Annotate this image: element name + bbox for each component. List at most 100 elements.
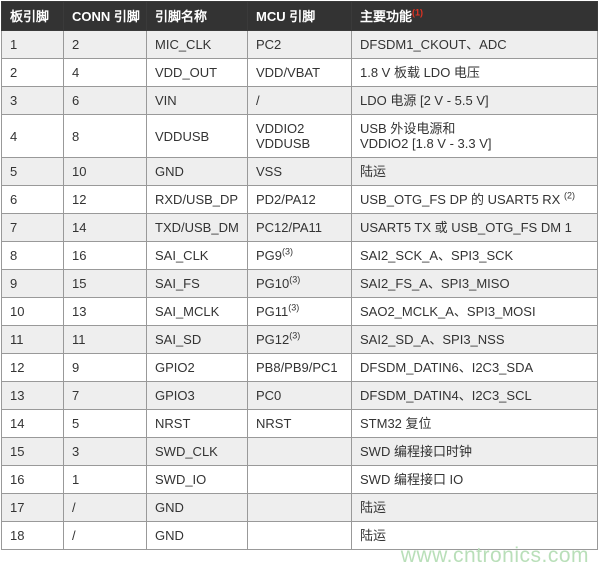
- mcu-pin-cell-text: PB8/PB9/PC1: [256, 360, 338, 375]
- pin-name-cell-text: GPIO2: [155, 360, 195, 375]
- board-pin-cell: 9: [1, 269, 64, 298]
- function-cell: SAI2_SCK_A、SPI3_SCK: [351, 241, 598, 270]
- conn-pin-cell: 10: [63, 157, 147, 186]
- conn-pin-cell: 2: [63, 30, 147, 59]
- pin-name-cell-text: SAI_SD: [155, 332, 202, 347]
- board-pin-cell: 3: [1, 86, 64, 115]
- conn-pin-cell-text: 2: [72, 37, 80, 52]
- board-pin-cell: 7: [1, 213, 64, 242]
- pin-name-cell: TXD/USB_DM: [146, 213, 248, 242]
- table-row: 6 12 RXD/USB_DP PD2/PA12 USB_OTG_FS DP 的 USA…: [1, 185, 598, 214]
- pin-name-cell-text: SAI_MCLK: [155, 304, 220, 319]
- mcu-pin-cell: VDD/VBAT: [247, 58, 352, 87]
- pin-name-cell-text: NRST: [155, 416, 191, 431]
- pin-name-cell: MIC_CLK: [146, 30, 248, 59]
- function-cell: DFSDM_DATIN6、I2C3_SDA: [351, 353, 598, 382]
- pin-name-cell-text: VIN: [155, 93, 177, 108]
- conn-pin-cell: 11: [63, 325, 147, 354]
- table-row: 18 / GND 陆运: [1, 521, 598, 550]
- function-cell-text: DFSDM_DATIN4、I2C3_SCL: [360, 388, 532, 403]
- board-pin-cell: 5: [1, 157, 64, 186]
- conn-pin-cell: 8: [63, 114, 147, 158]
- footnote-marker: (2): [563, 190, 575, 201]
- pin-name-cell: SWD_IO: [146, 465, 248, 494]
- board-pin-cell-text: 1: [10, 37, 18, 52]
- mcu-pin-cell: PG12(3): [247, 325, 352, 354]
- function-cell-text: SAI2_FS_A、SPI3_MISO: [360, 276, 510, 291]
- mcu-pin-cell: [247, 465, 352, 494]
- function-cell: DFSDM1_CKOUT、ADC: [351, 30, 598, 59]
- conn-pin-cell-text: 9: [72, 360, 80, 375]
- function-cell: SAI2_SD_A、SPI3_NSS: [351, 325, 598, 354]
- pin-name-cell: SAI_CLK: [146, 241, 248, 270]
- pin-name-cell-text: GND: [155, 164, 184, 179]
- table-row: 8 16 SAI_CLK PG9(3) SAI2_SCK_A、SPI3_SCK: [1, 241, 598, 270]
- board-pin-cell-text: 4: [10, 128, 18, 144]
- mcu-pin-cell: /: [247, 86, 352, 115]
- pin-name-cell: NRST: [146, 409, 248, 438]
- mcu-pin-cell-text: PC2: [256, 37, 282, 52]
- pin-name-cell: GPIO2: [146, 353, 248, 382]
- mcu-pin-cell-text: PD2/PA12: [256, 192, 316, 207]
- board-pin-cell: 17: [1, 493, 64, 522]
- table-row: 5 10 GND VSS 陆运: [1, 157, 598, 186]
- function-cell: LDO 电源 [2 V - 5.5 V]: [351, 86, 598, 115]
- mcu-pin-cell-text: VDD/VBAT: [256, 65, 321, 80]
- function-cell-text: SWD 编程接口时钟: [360, 444, 472, 459]
- conn-pin-cell-text: 12: [72, 192, 87, 207]
- board-pin-cell: 13: [1, 381, 64, 410]
- header-footnote-marker: (1): [412, 7, 424, 18]
- function-cell-text: LDO 电源 [2 V - 5.5 V]: [360, 93, 489, 108]
- conn-pin-cell: 4: [63, 58, 147, 87]
- board-pin-cell-text: 7: [10, 220, 18, 235]
- board-pin-cell: 14: [1, 409, 64, 438]
- function-cell-text: 陆运: [360, 528, 387, 543]
- conn-pin-cell-text: 6: [72, 93, 80, 108]
- conn-pin-cell-text: /: [72, 528, 76, 543]
- pin-name-cell-text: GND: [155, 528, 184, 543]
- pin-table-body: 1 2 MIC_CLK PC2 DFSDM1_CKOUT、ADC 2 4 VDD_OUT VDD…: [1, 30, 598, 550]
- mcu-pin-cell: VSS: [247, 157, 352, 186]
- mcu-pin-cell-text: PG10: [256, 276, 290, 291]
- conn-pin-cell-text: 14: [72, 220, 87, 235]
- conn-pin-cell: /: [63, 521, 147, 550]
- pin-name-cell: SAI_SD: [146, 325, 248, 354]
- table-row: 12 9 GPIO2 PB8/PB9/PC1 DFSDM_DATIN6、I2C3_SDA: [1, 353, 598, 382]
- function-cell: SAI2_FS_A、SPI3_MISO: [351, 269, 598, 298]
- function-cell: 陆运: [351, 493, 598, 522]
- mcu-pin-cell: VDDIO2 VDDUSB: [247, 114, 352, 158]
- function-cell: USART5 TX 或 USB_OTG_FS DM 1: [351, 213, 598, 242]
- board-pin-cell: 6: [1, 185, 64, 214]
- board-pin-cell-text: 2: [10, 65, 18, 80]
- pin-name-cell-text: VDDUSB: [155, 128, 210, 144]
- board-pin-cell-text: 11: [10, 332, 24, 347]
- pin-name-cell: VDDUSB: [146, 114, 248, 158]
- conn-pin-cell-text: 13: [72, 304, 87, 319]
- pin-name-cell-text: SWD_CLK: [155, 444, 218, 459]
- conn-pin-cell-text: 15: [72, 276, 87, 291]
- function-cell-text: STM32 复位: [360, 416, 432, 431]
- pin-name-cell: GND: [146, 493, 248, 522]
- board-pin-cell-text: 3: [10, 93, 18, 108]
- mcu-pin-cell: NRST: [247, 409, 352, 438]
- board-pin-cell-text: 8: [10, 248, 18, 263]
- pin-name-cell-text: SAI_CLK: [155, 248, 209, 263]
- mcu-pin-cell: [247, 521, 352, 550]
- board-pin-cell-text: 12: [10, 360, 25, 375]
- function-cell-text: USB_OTG_FS DP 的 USART5 RX: [360, 192, 564, 207]
- col-header-board-pin-label: 板引脚: [10, 9, 50, 24]
- mcu-pin-cell-text: VSS: [256, 164, 283, 179]
- conn-pin-cell: /: [63, 493, 147, 522]
- pin-name-cell: GND: [146, 157, 248, 186]
- conn-pin-cell: 14: [63, 213, 147, 242]
- table-row: 16 1 SWD_IO SWD 编程接口 IO: [1, 465, 598, 494]
- board-pin-cell: 2: [1, 58, 64, 87]
- table-row: 15 3 SWD_CLK SWD 编程接口时钟: [1, 437, 598, 466]
- pin-name-cell: VDD_OUT: [146, 58, 248, 87]
- footnote-marker: (3): [289, 330, 301, 341]
- table-row: 11 11 SAI_SD PG12(3) SAI2_SD_A、SPI3_NSS: [1, 325, 598, 354]
- conn-pin-cell-text: 1: [72, 472, 80, 487]
- board-pin-cell-text: 5: [10, 164, 18, 179]
- mcu-pin-cell: PC12/PA11: [247, 213, 352, 242]
- board-pin-cell: 16: [1, 465, 64, 494]
